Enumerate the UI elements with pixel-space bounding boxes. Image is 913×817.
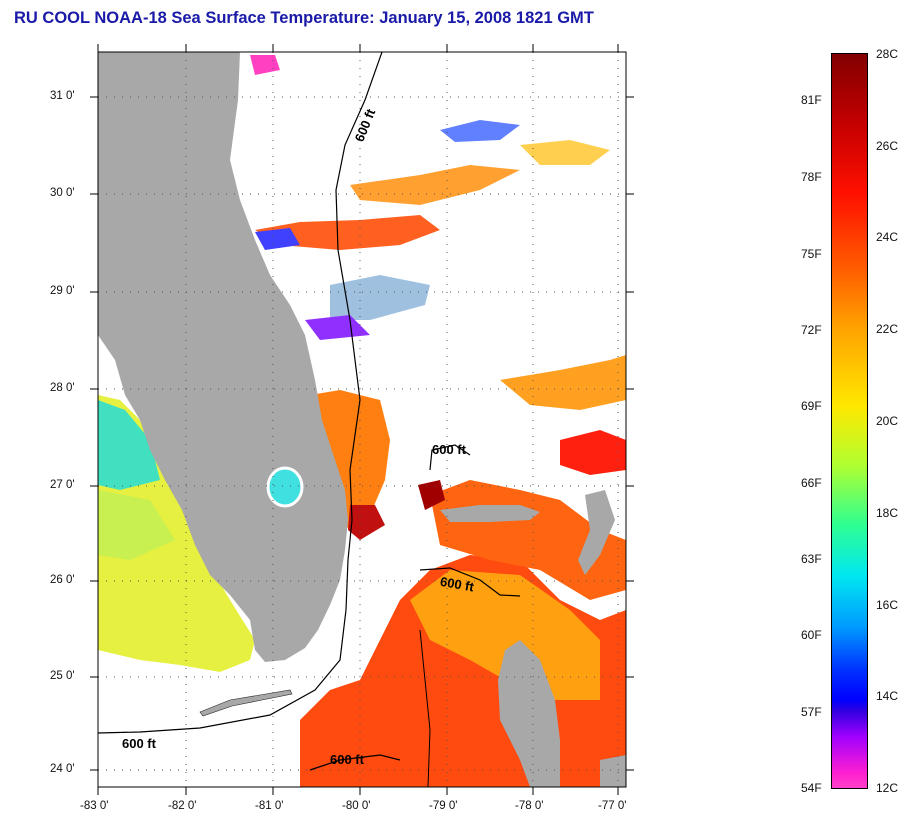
graticule (98, 52, 626, 787)
colorbar-c-14: 14C (876, 689, 899, 703)
isobath-600ft-east (98, 52, 383, 734)
colorbar-f-63: 63F (801, 552, 822, 566)
lat-label-26: 26 0' (50, 574, 75, 586)
colorbar-c-12: 12C (876, 781, 899, 795)
isobath-600ft-north (429, 444, 471, 471)
lat-label-30: 30 0' (50, 187, 75, 199)
colorbar-f-66: 66F (801, 476, 822, 490)
east-coast-hot (348, 505, 385, 540)
lon-label-83: -83 0' (80, 800, 109, 812)
axis-ticks (90, 44, 634, 795)
andros (498, 640, 560, 787)
east-coast-warm (310, 390, 390, 530)
sst-streak-6 (500, 355, 626, 410)
cuba-edge (600, 755, 626, 787)
map-frame (97, 51, 627, 788)
abaco (578, 490, 615, 575)
lon-label-80: -80 0' (342, 800, 371, 812)
colorbar-c-26: 26C (876, 139, 899, 153)
isobath-600ft-bahamas (419, 567, 521, 597)
grand-bahama (440, 505, 540, 522)
lon-label-81: -81 0' (255, 800, 284, 812)
gulf-sst-mid (98, 490, 175, 560)
isobath-label-4: 600 ft (122, 736, 157, 751)
isobath-600ft-south (309, 754, 401, 771)
lon-label-77: -77 0' (598, 800, 627, 812)
lat-label-27: 27 0' (50, 479, 75, 491)
colorbar-f-78: 78F (801, 170, 822, 184)
colorbar-c-16: 16C (876, 598, 899, 612)
sst-streak-1 (255, 215, 440, 250)
sst-streak-2 (330, 275, 430, 320)
map-title: RU COOL NOAA-18 Sea Surface Temperature:… (14, 9, 594, 27)
hot-spot (418, 480, 445, 510)
lat-label-24: 24 0' (50, 763, 75, 775)
lat-label-28: 28 0' (50, 382, 75, 394)
sst-streak-5 (520, 140, 610, 165)
colorbar-c-20: 20C (876, 414, 899, 428)
lat-label-25: 25 0' (50, 670, 75, 682)
sst-streak-3 (350, 165, 520, 205)
lat-label-29: 29 0' (50, 285, 75, 297)
gulf-sst-cool (98, 400, 160, 490)
sst-streak-1-cool (255, 228, 300, 250)
sst-streak-2-cool (305, 315, 370, 340)
colorbar-f-81: 81F (801, 93, 822, 107)
colorbar-f-60: 60F (801, 628, 822, 642)
lon-label-79: -79 0' (429, 800, 458, 812)
florida-keys (199, 689, 293, 717)
lon-label-82: -82 0' (168, 800, 197, 812)
lon-label-78: -78 0' (515, 800, 544, 812)
isobath-label-3: 600 ft (439, 574, 476, 595)
sst-streak-4 (440, 120, 520, 142)
lake-okeechobee (266, 466, 304, 508)
sst-streak-9 (560, 430, 626, 475)
colorbar-c-24: 24C (876, 230, 899, 244)
colorbar-c-22: 22C (876, 322, 899, 336)
florida-land (98, 52, 348, 662)
colorbar-c-18: 18C (876, 506, 899, 520)
lat-label-31: 31 0' (50, 90, 75, 102)
colorbar-f-54: 54F (801, 781, 822, 795)
temperature-colorbar (831, 53, 868, 789)
gulf-stream-orange (410, 570, 600, 700)
isobath-label-2: 600 ft (432, 442, 467, 457)
colorbar-f-72: 72F (801, 323, 822, 337)
isobath-600ft-straits (419, 629, 431, 787)
colorbar-f-75: 75F (801, 247, 822, 261)
colorbar-c-28: 28C (876, 47, 899, 61)
colorbar-f-69: 69F (801, 399, 822, 413)
isobath-label-5: 600 ft (330, 752, 365, 767)
colorbar-f-57: 57F (801, 705, 822, 719)
